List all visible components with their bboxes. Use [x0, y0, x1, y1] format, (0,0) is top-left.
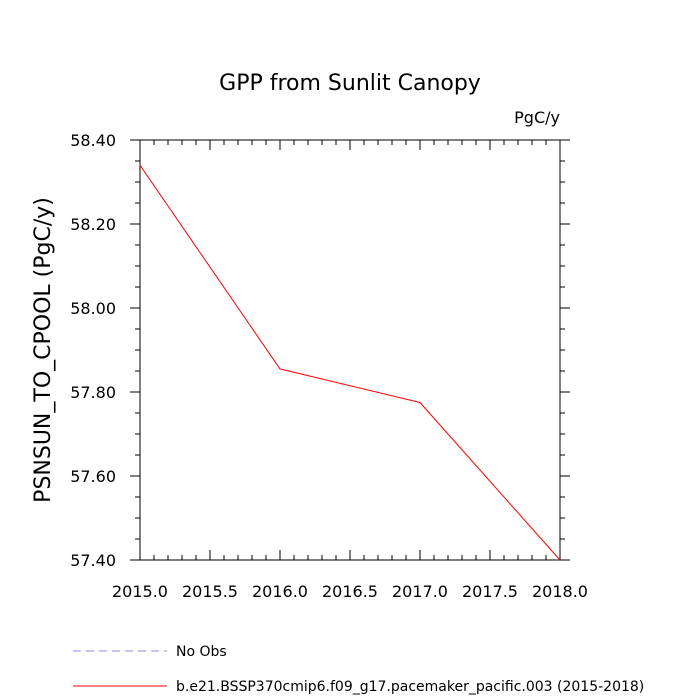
plot-frame: [139, 139, 561, 561]
x-tick-label: 2015.5: [182, 582, 238, 601]
y-tick-label: 57.80: [70, 383, 116, 402]
series-group: [139, 164, 561, 561]
chart-title: GPP from Sunlit Canopy: [219, 71, 481, 96]
y-tick-label: 58.40: [70, 131, 116, 150]
y-tick-label: 57.40: [70, 551, 116, 570]
legend-label: b.e21.BSSP370cmip6.f09_g17.pacemaker_pac…: [176, 679, 644, 695]
y-tick-label: 58.00: [70, 299, 116, 318]
x-tick-label: 2017.0: [392, 582, 448, 601]
x-tick-label: 2016.0: [252, 582, 308, 601]
series-line: [139, 164, 561, 561]
units-label: PgC/y: [514, 108, 560, 127]
x-tick-label: 2018.0: [532, 582, 588, 601]
y-tick-label: 57.60: [70, 467, 116, 486]
axis-ticks: 2015.0 2015.5 2016.0 2016.5 2017.0 2017.5 2018…: [70, 131, 588, 601]
x-tick-label: 2017.5: [462, 582, 518, 601]
y-tick-label: 58.20: [70, 215, 116, 234]
y-axis-label: PSNSUN_TO_CPOOL (PgC/y): [31, 197, 56, 503]
legend-label: No Obs: [176, 644, 227, 660]
x-tick-label: 2015.0: [112, 582, 168, 601]
legend: No Obs b.e21.BSSP370cmip6.f09_g17.pacemak…: [73, 644, 644, 695]
x-tick-label: 2016.5: [322, 582, 378, 601]
